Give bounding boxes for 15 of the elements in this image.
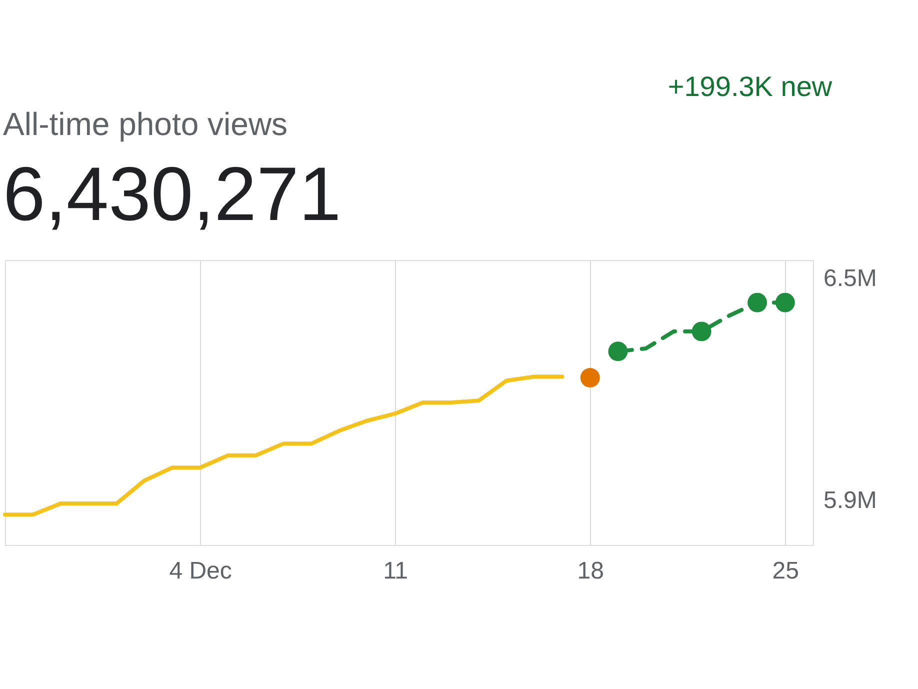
point: [748, 292, 768, 312]
point: [608, 342, 628, 362]
x-tick-label: 18: [577, 558, 604, 584]
x-tick-label: 4 Dec: [169, 558, 232, 584]
chart-title: All-time photo views: [3, 106, 288, 142]
chart-subtitle: 6,430,271: [3, 152, 342, 237]
line-series: [3, 374, 564, 517]
point: [775, 292, 795, 312]
point: [692, 322, 712, 342]
x-tick-label: 11: [383, 558, 408, 584]
text: +199.3K new: [668, 71, 833, 102]
point: [580, 368, 600, 388]
y-tick-label: 5.9M: [824, 487, 877, 514]
y-tick-label: 6.5M: [824, 265, 877, 292]
x-tick-label: 25: [772, 558, 799, 584]
